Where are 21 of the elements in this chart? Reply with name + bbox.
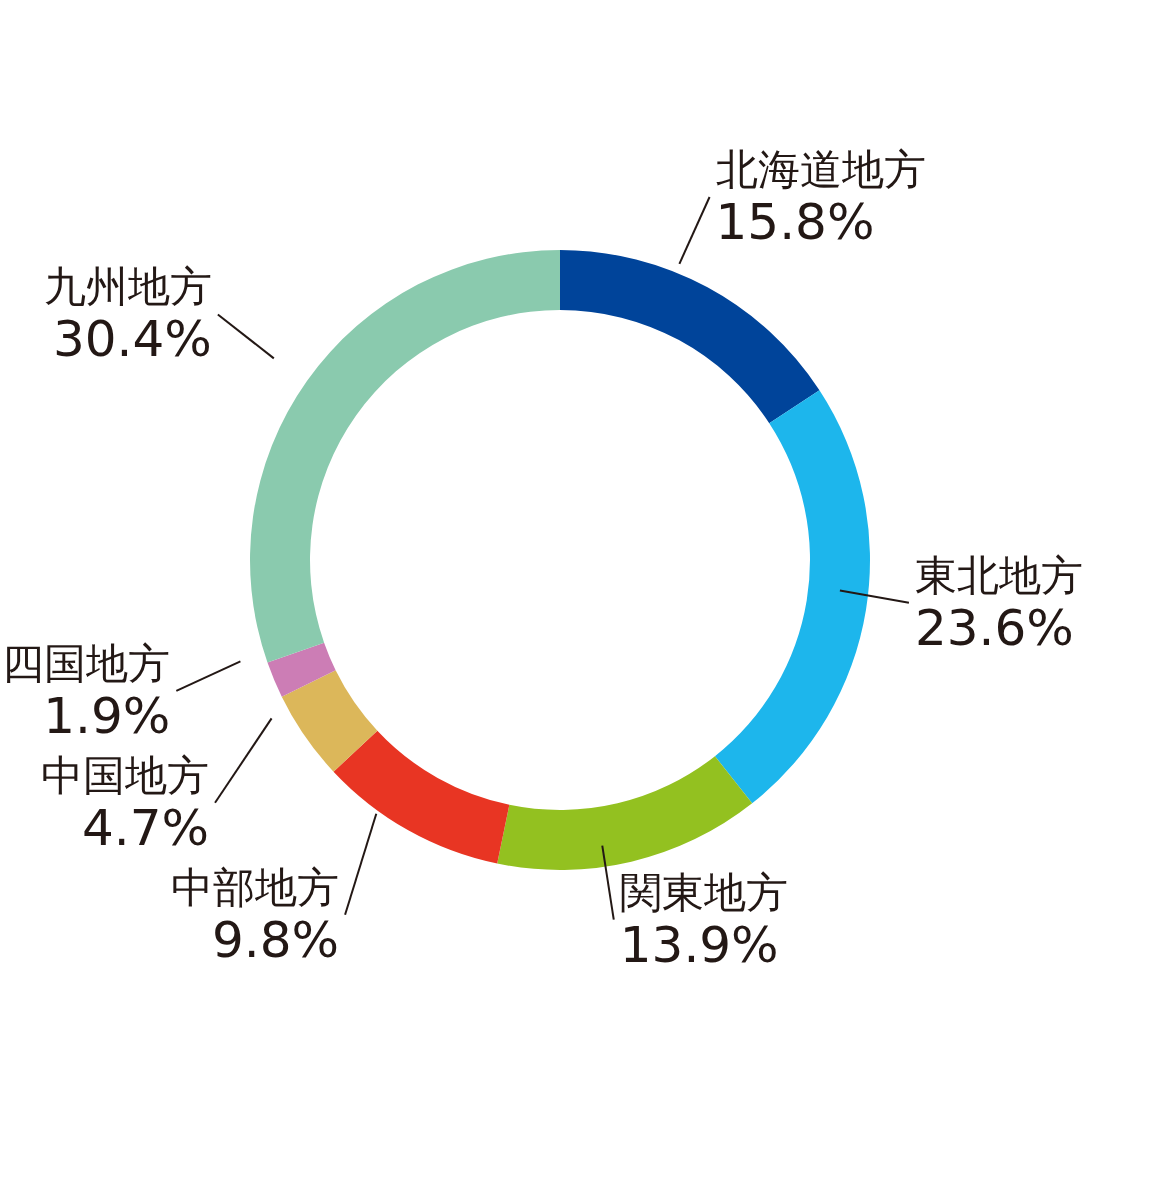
data-label: 30.4% xyxy=(53,310,212,369)
slice-label: 中国地方 xyxy=(41,750,210,800)
donut-slice xyxy=(281,670,378,772)
donut-slice xyxy=(714,390,870,804)
slice-label: 中部地方 xyxy=(171,862,340,912)
donut-slice xyxy=(250,250,560,663)
data-label: 1.9% xyxy=(43,686,171,745)
slice-label: 九州地方 xyxy=(43,262,212,312)
donut-slice xyxy=(333,730,510,864)
data-label: 4.7% xyxy=(82,798,210,857)
slice-label: 関東地方 xyxy=(619,867,788,917)
donut-slice xyxy=(560,250,820,424)
data-label: 23.6% xyxy=(914,598,1074,657)
donut-slice xyxy=(497,756,753,870)
slice-label: 北海道地方 xyxy=(715,144,926,194)
data-label: 9.8% xyxy=(212,910,340,969)
donut-slice xyxy=(267,642,336,697)
slice-label: 東北地方 xyxy=(914,550,1083,600)
data-label: 15.8% xyxy=(715,192,875,251)
data-label: 13.9% xyxy=(619,915,779,974)
slice-label: 四国地方 xyxy=(2,638,171,688)
